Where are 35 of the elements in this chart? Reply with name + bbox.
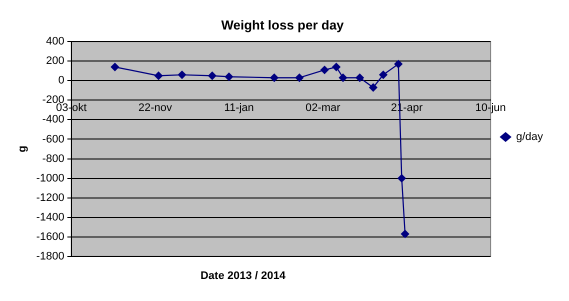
point: [400, 230, 410, 238]
point: [398, 174, 406, 182]
point: [208, 72, 216, 80]
y-tick-label: 0: [58, 74, 64, 87]
y-tick-label: -800: [42, 152, 64, 165]
y-tick-label: -1200: [36, 192, 64, 204]
x-tick-label: 22-nov: [138, 102, 172, 114]
y-tick-label: -600: [42, 133, 64, 146]
y-tick-label: 200: [46, 55, 64, 68]
point: [369, 83, 378, 92]
point: [379, 70, 388, 79]
x-tick-label: 11-jan: [224, 102, 254, 114]
x-axis-title: Date 2013 / 2014: [199, 270, 286, 282]
y-tick-label: -400: [42, 114, 64, 126]
y-tick-label: -1600: [36, 230, 64, 243]
point: [154, 72, 163, 80]
legend-label: g/day: [516, 131, 544, 144]
x-tick-label: 02-mar: [305, 102, 341, 114]
point: [332, 62, 340, 72]
y-tick-label: -1800: [36, 250, 64, 262]
y-tick-label: -1400: [36, 211, 64, 224]
point: [178, 70, 186, 79]
point: [224, 72, 234, 81]
point: [320, 66, 329, 74]
point: [338, 74, 348, 82]
point: [270, 74, 278, 82]
point: [356, 74, 364, 82]
y-axis-title: g: [16, 146, 29, 152]
y-tick-label: 400: [46, 36, 64, 48]
point: [110, 62, 120, 72]
point: [295, 74, 304, 82]
point: [394, 60, 402, 68]
y-tick-label: -1000: [36, 172, 64, 184]
chart-title: Weight loss per day: [221, 17, 345, 32]
x-tick-label: 10-jun: [475, 102, 506, 114]
